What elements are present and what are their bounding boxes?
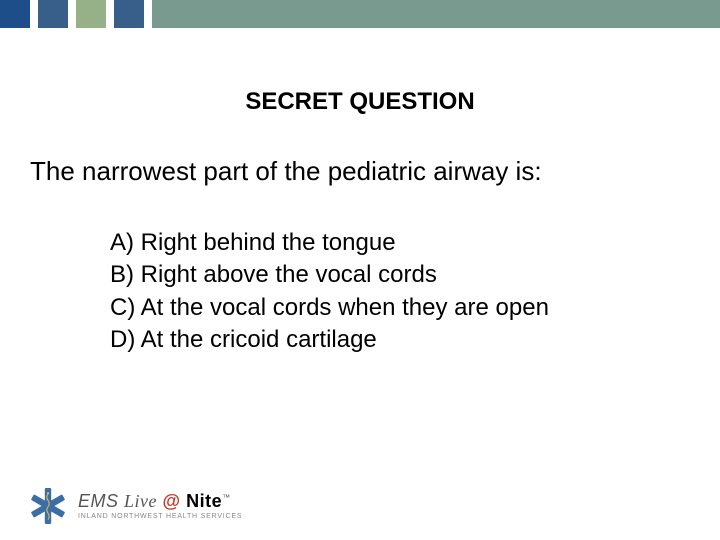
option-text: At the vocal cords when they are open	[141, 294, 549, 321]
footer-logo: EMS Live @ Nite™ INLAND NORTHWEST HEALTH…	[28, 486, 242, 526]
top-bar-segment	[38, 0, 68, 28]
top-bar-segment	[0, 0, 30, 28]
logo-ems: EMS	[78, 491, 119, 511]
option-row: B) Right above the vocal cords	[110, 259, 690, 291]
option-text: Right above the vocal cords	[141, 261, 437, 288]
top-bar-segment	[76, 0, 106, 28]
top-bar-segment	[106, 0, 114, 28]
logo-nite: Nite	[186, 491, 222, 511]
logo-subtitle: INLAND NORTHWEST HEALTH SERVICES	[78, 513, 242, 520]
logo-text: EMS Live @ Nite™ INLAND NORTHWEST HEALTH…	[78, 492, 242, 520]
logo-live: Live	[124, 491, 157, 511]
option-text: At the cricoid cartilage	[141, 326, 377, 353]
top-bar-segment	[152, 0, 720, 28]
top-bar-segment	[144, 0, 152, 28]
logo-main-line: EMS Live @ Nite™	[78, 492, 242, 510]
top-bar-segment	[68, 0, 76, 28]
logo-tm: ™	[222, 493, 231, 502]
option-letter: B)	[110, 261, 141, 288]
option-row: D) At the cricoid cartilage	[110, 324, 690, 356]
option-row: C) At the vocal cords when they are open	[110, 292, 690, 324]
top-bar-segment	[30, 0, 38, 28]
option-row: A) Right behind the tongue	[110, 227, 690, 259]
option-letter: C)	[110, 294, 141, 321]
option-letter: A)	[110, 229, 141, 256]
top-bar-segment	[114, 0, 144, 28]
option-text: Right behind the tongue	[141, 229, 396, 256]
top-color-bar	[0, 0, 720, 28]
options-list: A) Right behind the tongueB) Right above…	[30, 227, 690, 357]
question-text: The narrowest part of the pediatric airw…	[30, 156, 690, 187]
slide-heading: SECRET QUESTION	[30, 88, 690, 116]
option-letter: D)	[110, 326, 141, 353]
logo-at: @	[163, 491, 181, 511]
slide-content: SECRET QUESTION The narrowest part of th…	[0, 28, 720, 357]
star-of-life-icon	[28, 486, 68, 526]
